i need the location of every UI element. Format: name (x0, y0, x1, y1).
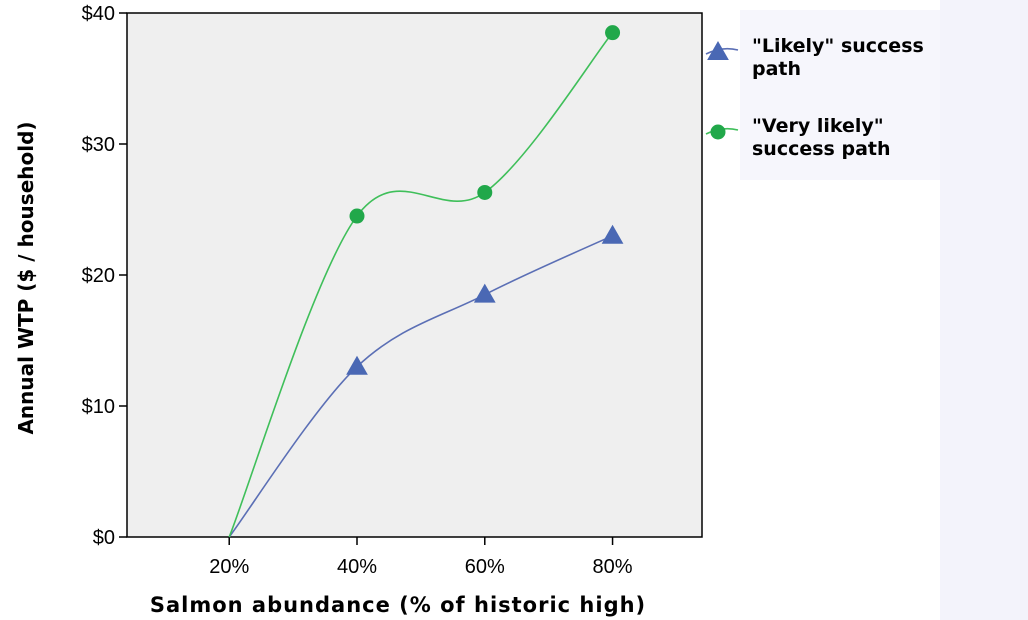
series-line (228, 234, 613, 538)
x-tick-label: 80% (593, 556, 633, 578)
legend-label: "Very likely" (752, 115, 884, 137)
data-point-triangle (346, 355, 368, 375)
legend-item-2: "Very likely"success path (705, 115, 891, 160)
data-point-circle (349, 208, 365, 224)
plot-area (126, 12, 703, 538)
background-strip (940, 0, 1028, 620)
x-tick-label: 40% (337, 556, 377, 578)
y-tick-label: $40 (82, 3, 115, 25)
legend-label: success path (752, 138, 891, 160)
legend-marker-circle (710, 124, 726, 140)
series-2 (228, 25, 621, 538)
y-tick-label: $30 (82, 134, 115, 156)
x-tick-label: 20% (209, 556, 249, 578)
legend-label: "Likely" success (752, 35, 924, 57)
x-axis-title: Salmon abundance (% of historic high) (150, 593, 646, 617)
legend-label: path (752, 58, 801, 80)
data-point-triangle (473, 283, 496, 303)
y-axis-title: Annual WTP ($ / household) (14, 121, 38, 434)
data-point-circle (477, 184, 493, 200)
y-tick-label: $10 (82, 396, 115, 418)
legend-background (740, 10, 940, 180)
x-axis: 20% 40% 60% 80% (209, 537, 633, 578)
series-1 (228, 224, 624, 538)
y-axis: $0 $10 $20 $30 $40 (82, 3, 127, 549)
data-point-circle (605, 25, 621, 41)
x-tick-label: 60% (465, 556, 505, 578)
series-layer (228, 25, 624, 538)
legend-marker-triangle (707, 40, 729, 60)
y-tick-label: $20 (82, 265, 115, 287)
series-line (228, 32, 614, 538)
data-point-triangle (601, 224, 624, 244)
y-tick-label: $0 (93, 527, 115, 549)
